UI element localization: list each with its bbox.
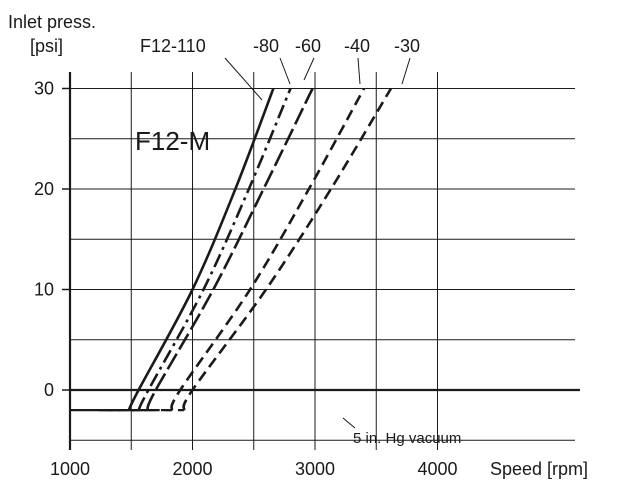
series-line-1: [137, 88, 292, 411]
y-tick-label-0: 0: [44, 380, 54, 400]
vacuum-annotation: 5 in. Hg vacuum: [353, 430, 461, 447]
chart-title: F12-M: [135, 126, 210, 156]
series-line-0: [127, 88, 275, 411]
y-tick-label-10: 10: [34, 280, 54, 300]
axes: [68, 72, 580, 450]
legend-label-30: -30: [394, 36, 420, 56]
legend-label-60: -60: [295, 36, 321, 56]
legend-label-40: -40: [344, 36, 370, 56]
x-tick-label-3000: 3000: [295, 459, 335, 479]
legend-leaders: [224, 57, 411, 101]
legend-label-f12-110: F12-110: [140, 36, 206, 56]
y-axis-label-line2: [psi]: [30, 36, 63, 56]
y-axis-label-line1: Inlet press.: [8, 12, 96, 32]
leader-60: [303, 57, 315, 81]
series-line-2: [145, 87, 314, 411]
leader-40: [357, 57, 361, 85]
leader-30: [401, 57, 411, 85]
vacuum-annotation-leader: [342, 417, 356, 429]
grid: [70, 72, 575, 450]
series-line-3: [170, 87, 366, 411]
x-tick-label-2000: 2000: [172, 459, 212, 479]
series-line-4: [182, 87, 393, 411]
leader-f12-110: [224, 57, 263, 101]
y-tick-label-20: 20: [34, 179, 54, 199]
tick-labels: 0 10 20 30 1000 2000 3000 4000: [34, 79, 458, 480]
x-tick-label-4000: 4000: [417, 459, 457, 479]
x-tick-label-1000: 1000: [50, 459, 90, 479]
leader-80: [279, 57, 291, 85]
series-group: [70, 87, 393, 412]
legend-label-80: -80: [253, 36, 279, 56]
y-tick-label-30: 30: [34, 79, 54, 99]
x-axis-label: Speed [rpm]: [490, 459, 588, 479]
